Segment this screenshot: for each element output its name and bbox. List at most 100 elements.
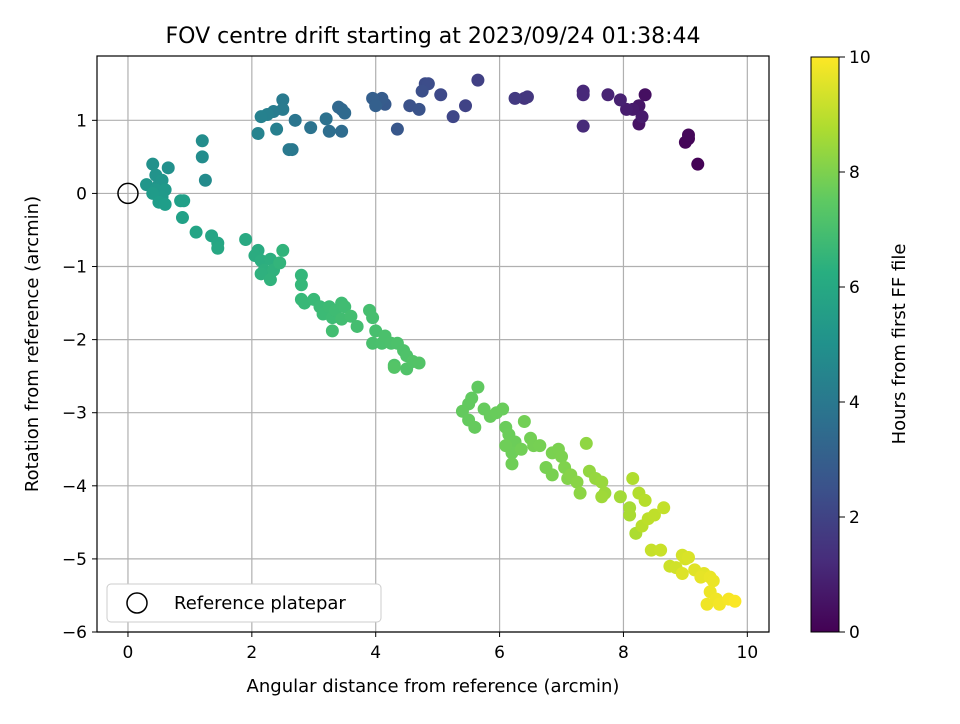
- data-point: [471, 73, 485, 87]
- data-point: [415, 84, 429, 98]
- data-point: [533, 439, 547, 453]
- data-point: [613, 93, 627, 107]
- reference-platepar-point: [117, 182, 139, 205]
- data-point: [654, 543, 668, 557]
- data-point: [198, 173, 212, 187]
- data-point: [517, 414, 531, 428]
- data-point: [613, 490, 627, 504]
- data-point: [412, 356, 426, 370]
- data-point: [657, 501, 671, 515]
- data-point: [623, 508, 637, 522]
- data-point: [344, 309, 358, 323]
- data-point: [545, 468, 559, 482]
- data-point: [251, 126, 265, 140]
- data-point: [294, 278, 308, 292]
- chart-title: FOV centre drift starting at 2023/09/24 …: [166, 24, 701, 49]
- y-axis-ticks: −6 −5 −4 −3 −2 −1 0 1: [62, 111, 97, 643]
- data-point: [325, 324, 339, 338]
- y-tick-label: −2: [62, 331, 87, 351]
- legend-reference-marker: [126, 592, 148, 614]
- data-point: [366, 336, 380, 350]
- data-point: [675, 567, 689, 581]
- data-point: [387, 360, 401, 374]
- data-point: [595, 475, 609, 489]
- data-point: [350, 319, 364, 333]
- data-point: [446, 110, 460, 124]
- data-point: [369, 99, 383, 113]
- data-point: [728, 594, 742, 608]
- y-tick-label: 0: [76, 184, 87, 204]
- data-point: [499, 439, 513, 453]
- data-point: [282, 143, 296, 157]
- data-point: [576, 88, 590, 102]
- data-point: [595, 490, 609, 504]
- data-point: [635, 110, 649, 124]
- y-tick-label: 1: [76, 111, 87, 131]
- colorbar: 0 2 4 6 8 10 Hours from first FF file: [810, 48, 910, 643]
- data-point: [620, 102, 634, 116]
- x-axis-ticks: 0 2 4 6 8 10: [123, 632, 759, 663]
- reference-marker: [117, 182, 139, 205]
- data-point: [304, 121, 318, 135]
- data-point: [276, 243, 290, 257]
- data-point: [177, 194, 191, 208]
- legend-box: [106, 583, 382, 623]
- legend-entry-reference: Reference platepar: [174, 593, 346, 614]
- colorbar-tick-label: 0: [849, 623, 860, 643]
- data-point: [338, 106, 352, 120]
- data-point: [195, 150, 209, 164]
- data-point: [681, 550, 695, 564]
- x-tick-label: 2: [246, 643, 257, 663]
- x-tick-label: 0: [123, 643, 134, 663]
- data-point: [579, 436, 593, 450]
- x-tick-label: 6: [494, 643, 505, 663]
- data-point: [576, 119, 590, 133]
- data-point: [158, 197, 172, 211]
- data-point: [471, 380, 485, 394]
- data-point: [254, 110, 268, 124]
- colorbar-tick-label: 8: [849, 163, 860, 183]
- data-point: [468, 420, 482, 434]
- data-point: [366, 311, 380, 325]
- data-point: [270, 122, 284, 136]
- colorbar-tick-label: 10: [849, 48, 871, 68]
- data-point: [195, 134, 209, 148]
- data-point: [647, 508, 661, 522]
- colorbar-tick-label: 4: [849, 393, 860, 413]
- data-point: [681, 128, 695, 142]
- data-point: [638, 493, 652, 507]
- data-point: [294, 268, 308, 282]
- data-point: [412, 102, 426, 116]
- data-point: [254, 267, 268, 281]
- data-point: [434, 88, 448, 102]
- data-point: [694, 570, 708, 584]
- legend: Reference platepar: [106, 583, 382, 623]
- y-tick-label: −4: [62, 477, 87, 497]
- x-tick-label: 8: [618, 643, 629, 663]
- data-point: [555, 450, 569, 464]
- colorbar-tick-label: 6: [849, 278, 860, 298]
- data-point: [273, 256, 287, 270]
- scatter-points: [140, 73, 742, 611]
- data-point: [514, 442, 528, 456]
- data-point: [508, 91, 522, 105]
- data-point: [459, 99, 473, 113]
- data-point: [338, 300, 352, 314]
- data-point: [638, 88, 652, 102]
- y-tick-label: −6: [62, 623, 87, 643]
- data-point: [505, 457, 519, 471]
- grid-lines: [97, 56, 769, 633]
- data-point: [706, 574, 720, 588]
- data-point: [319, 112, 333, 126]
- x-tick-label: 10: [737, 643, 759, 663]
- plot-frame: [96, 55, 770, 633]
- data-point: [211, 241, 225, 255]
- data-point: [573, 486, 587, 500]
- colorbar-label: Hours from first FF file: [889, 244, 910, 445]
- data-point: [288, 113, 302, 127]
- data-point: [601, 88, 615, 102]
- colorbar-gradient: [810, 56, 840, 633]
- data-point: [691, 157, 705, 171]
